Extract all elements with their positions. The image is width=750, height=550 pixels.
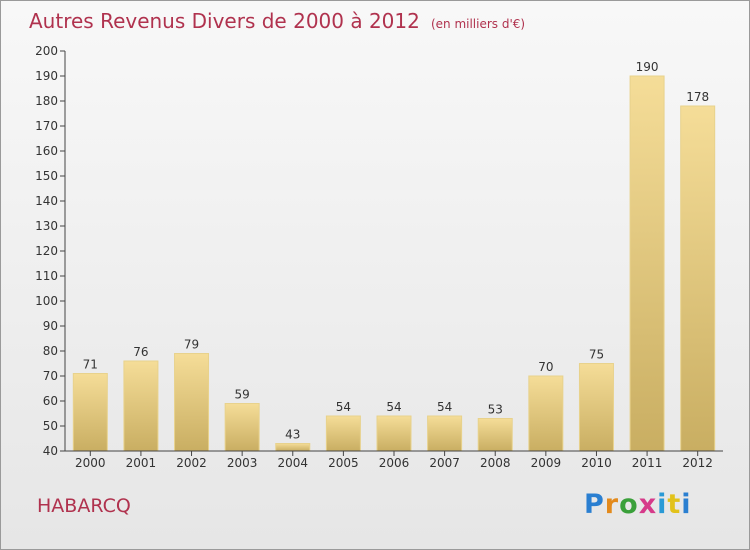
bar-2001 (123, 360, 159, 452)
logo-letter: r (604, 489, 620, 520)
y-axis: 40 50 60 70 80 90 100 110 120 130 140 150 160 170 180 1… (35, 44, 66, 458)
bar-2009 (528, 375, 564, 452)
data-label: 54 (437, 400, 452, 414)
y-tick-label: 180 (35, 94, 58, 108)
x-tick-label: 2002 (176, 456, 207, 470)
data-label: 71 (83, 358, 98, 372)
data-label: 70 (538, 360, 553, 374)
data-label: 190 (636, 60, 659, 74)
bar-2011 (629, 75, 665, 452)
y-tick-label: 140 (35, 194, 58, 208)
chart-unit: (en milliers d'€) (430, 17, 526, 31)
x-tick-label: 2008 (480, 456, 511, 470)
logo-letter: t (667, 489, 682, 520)
data-label: 54 (386, 400, 401, 414)
x-tick-label: 2012 (682, 456, 713, 470)
x-tick-label: 2006 (379, 456, 410, 470)
y-tick-label: 40 (43, 444, 58, 458)
x-tick-label: 2010 (581, 456, 612, 470)
bar-2008 (477, 418, 513, 452)
title-row: Autres Revenus Divers de 2000 à 2012 (en… (29, 9, 525, 33)
data-label: 59 (235, 388, 250, 402)
data-label: 43 (285, 428, 300, 442)
x-tick-label: 2011 (632, 456, 663, 470)
y-tick-label: 70 (43, 369, 58, 383)
bar-2005 (325, 415, 361, 452)
logo-letter: o (619, 489, 639, 520)
data-label: 54 (336, 400, 351, 414)
y-tick-label: 50 (43, 419, 58, 433)
bar-2002 (174, 353, 210, 452)
logo-letter: x (638, 489, 658, 520)
y-tick-label: 130 (35, 219, 58, 233)
bar-2003 (224, 403, 260, 452)
bar-2012 (680, 105, 716, 452)
y-tick-label: 100 (35, 294, 58, 308)
y-tick-label: 150 (35, 169, 58, 183)
bars: 71 76 79 59 43 54 54 54 53 70 75 190 178 (72, 60, 716, 452)
x-axis: 2000 2001 2002 2003 2004 2005 2006 2007 2008 2009… (65, 450, 723, 470)
commune-name: HABARCQ (37, 495, 131, 517)
data-label: 79 (184, 338, 199, 352)
logo-letter: i (657, 489, 668, 520)
x-tick-label: 2003 (227, 456, 258, 470)
x-tick-label: 2000 (75, 456, 106, 470)
y-tick-label: 160 (35, 144, 58, 158)
proxiti-logo: Proxiti (584, 489, 692, 520)
data-label: 53 (488, 403, 503, 417)
y-tick-label: 170 (35, 119, 58, 133)
x-tick-label: 2007 (429, 456, 460, 470)
bar-2010 (578, 363, 614, 452)
y-tick-label: 190 (35, 69, 58, 83)
chart-title: Autres Revenus Divers de 2000 à 2012 (29, 9, 420, 33)
bar-2006 (376, 415, 412, 452)
bar-2007 (427, 415, 463, 452)
logo-letter: P (584, 489, 605, 520)
y-tick-label: 110 (35, 269, 58, 283)
x-tick-label: 2004 (277, 456, 308, 470)
x-tick-label: 2005 (328, 456, 359, 470)
data-label: 75 (589, 348, 604, 362)
logo-letter: i (681, 489, 692, 520)
data-label: 178 (686, 90, 709, 104)
bar-2004 (275, 443, 311, 452)
y-tick-label: 200 (35, 44, 58, 58)
x-tick-label: 2009 (531, 456, 562, 470)
y-tick-label: 60 (43, 394, 58, 408)
x-tick-label: 2001 (126, 456, 157, 470)
data-label: 76 (133, 345, 148, 359)
y-tick-label: 90 (43, 319, 58, 333)
y-tick-label: 120 (35, 244, 58, 258)
y-tick-label: 80 (43, 344, 58, 358)
bar-2000 (72, 373, 108, 452)
